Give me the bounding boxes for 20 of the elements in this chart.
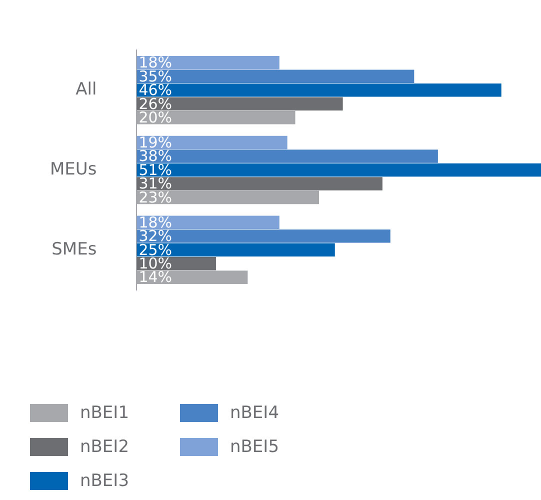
bar xyxy=(136,163,541,177)
y-tick-label: MEUs xyxy=(50,159,97,180)
bar xyxy=(136,56,280,70)
legend-label: nBEI2 xyxy=(80,437,130,457)
data-label: 19% xyxy=(138,133,172,152)
legend-label: nBEI1 xyxy=(80,403,130,423)
bar xyxy=(136,177,382,190)
legend-label: nBEI4 xyxy=(230,403,280,423)
y-tick-label: All xyxy=(76,80,97,100)
y-tick-label: SMEs xyxy=(52,239,97,260)
bar xyxy=(136,97,343,111)
bar xyxy=(136,136,288,150)
legend-label: nBEI5 xyxy=(230,437,280,457)
bar xyxy=(136,243,335,257)
bar xyxy=(136,216,280,230)
bar xyxy=(136,150,438,163)
bar xyxy=(136,229,390,243)
bar xyxy=(136,83,502,97)
legend-label: nBEI3 xyxy=(80,471,130,491)
bar xyxy=(136,70,414,84)
